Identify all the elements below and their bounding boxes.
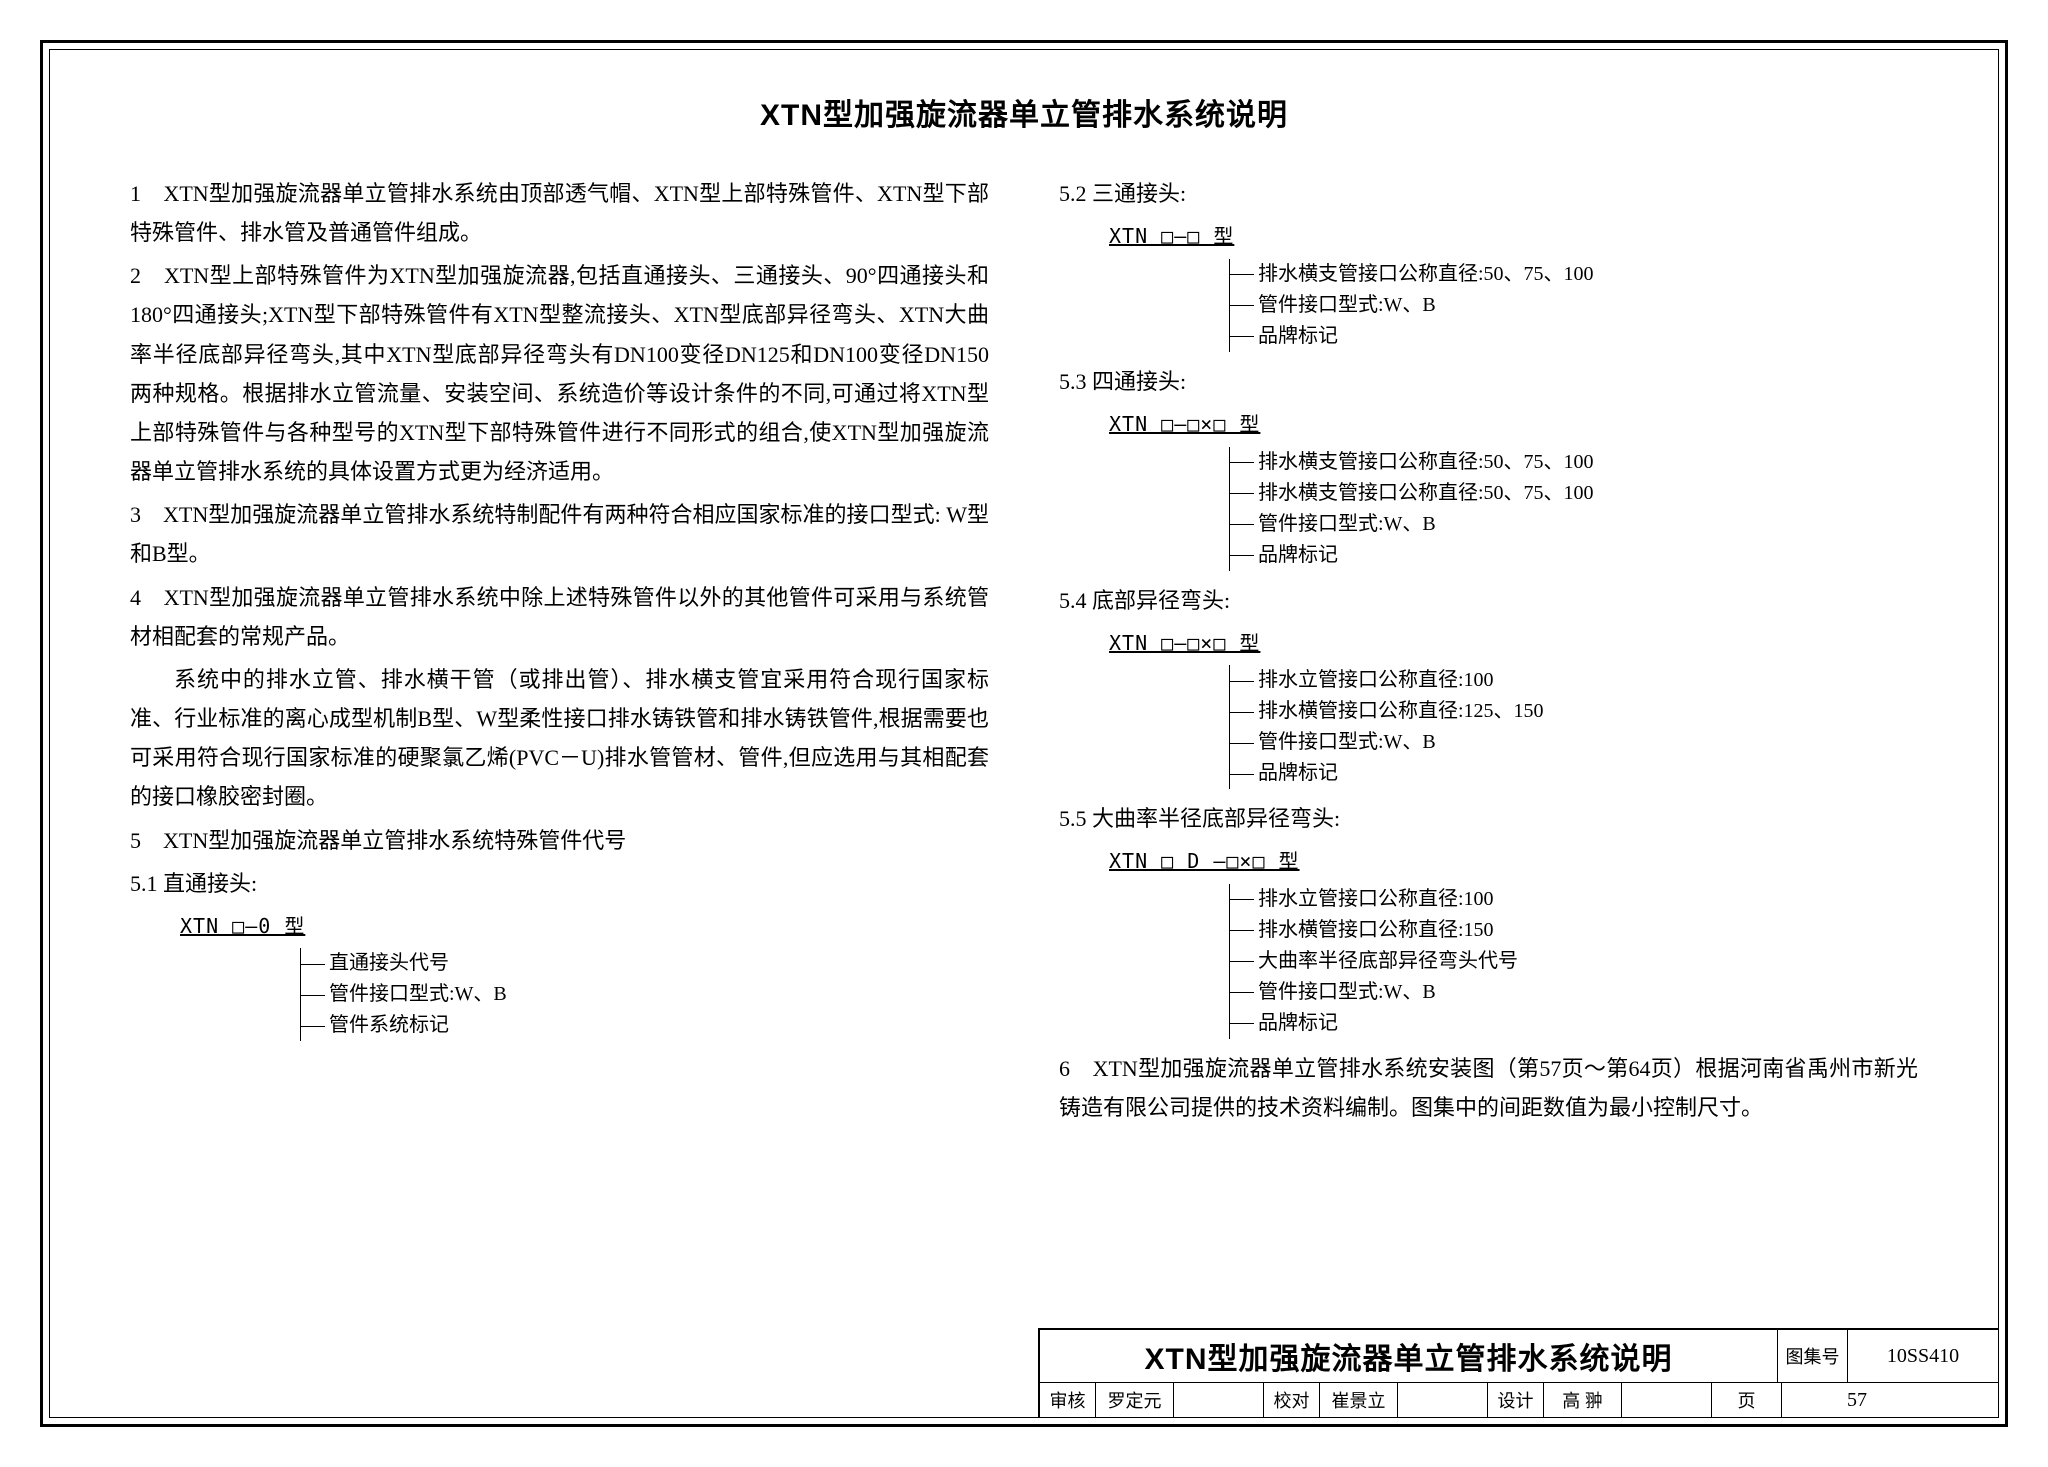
sec-5-1-label: 5.1 直通接头: bbox=[130, 864, 989, 903]
design-sig bbox=[1622, 1383, 1712, 1417]
code-line: XTN □—□×□ 型 bbox=[1109, 626, 1918, 662]
legend-item: 品牌标记 bbox=[1230, 1008, 1918, 1039]
left-column: 1 XTN型加强旋流器单立管排水系统由顶部透气帽、XTN型上部特殊管件、XTN型… bbox=[130, 174, 989, 1271]
para-1: 1 XTN型加强旋流器单立管排水系统由顶部透气帽、XTN型上部特殊管件、XTN型… bbox=[130, 174, 989, 252]
check-label: 校对 bbox=[1264, 1383, 1320, 1417]
code-diagram-5-5: XTN □ D —□×□ 型 排水立管接口公称直径:100 排水横管接口公称直径… bbox=[1109, 844, 1918, 1039]
legend-item: 管件系统标记 bbox=[301, 1010, 989, 1041]
drawing-title-block: XTN型加强旋流器单立管排水系统说明 图集号 10SS410 审核 罗定元 校对… bbox=[1038, 1328, 1998, 1417]
legend-item: 排水横支管接口公称直径:50、75、100 bbox=[1230, 447, 1918, 478]
code-diagram-5-1: XTN □—0 型 直通接头代号 管件接口型式:W、B 管件系统标记 bbox=[180, 909, 989, 1042]
para-3: 3 XTN型加强旋流器单立管排水系统特制配件有两种符合相应国家标准的接口型式: … bbox=[130, 495, 989, 573]
para-5: 系统中的排水立管、排水横干管（或排出管）、排水横支管宜采用符合现行国家标准、行业… bbox=[130, 660, 989, 817]
legend-item: 大曲率半径底部异径弯头代号 bbox=[1230, 946, 1918, 977]
para-2: 2 XTN型上部特殊管件为XTN型加强旋流器,包括直通接头、三通接头、90°四通… bbox=[130, 256, 989, 491]
legend-item: 品牌标记 bbox=[1230, 321, 1918, 352]
titleblock-row-1: XTN型加强旋流器单立管排水系统说明 图集号 10SS410 bbox=[1040, 1330, 1998, 1383]
review-name: 罗定元 bbox=[1096, 1383, 1174, 1417]
design-name: 高 翀 bbox=[1544, 1383, 1622, 1417]
inner-frame: XTN型加强旋流器单立管排水系统说明 1 XTN型加强旋流器单立管排水系统由顶部… bbox=[49, 49, 1999, 1418]
legend-item: 排水立管接口公称直径:100 bbox=[1230, 884, 1918, 915]
check-sig bbox=[1398, 1383, 1488, 1417]
right-column: 5.2 三通接头: XTN □—□ 型 排水横支管接口公称直径:50、75、10… bbox=[1059, 174, 1918, 1271]
page-title: XTN型加强旋流器单立管排水系统说明 bbox=[130, 90, 1918, 134]
sec-5-4-label: 5.4 底部异径弯头: bbox=[1059, 581, 1918, 620]
sec-5-5-label: 5.5 大曲率半径底部异径弯头: bbox=[1059, 799, 1918, 838]
code-line: XTN □ D —□×□ 型 bbox=[1109, 844, 1918, 880]
legend-item: 管件接口型式:W、B bbox=[1230, 290, 1918, 321]
check-name: 崔景立 bbox=[1320, 1383, 1398, 1417]
legend-item: 排水横管接口公称直径:150 bbox=[1230, 915, 1918, 946]
sec-5-2-label: 5.2 三通接头: bbox=[1059, 174, 1918, 213]
code-line: XTN □—□×□ 型 bbox=[1109, 407, 1918, 443]
legend-item: 管件接口型式:W、B bbox=[1230, 727, 1918, 758]
review-sig bbox=[1174, 1383, 1264, 1417]
code-diagram-5-3: XTN □—□×□ 型 排水横支管接口公称直径:50、75、100 排水横支管接… bbox=[1109, 407, 1918, 571]
legend: 排水横支管接口公称直径:50、75、100 管件接口型式:W、B 品牌标记 bbox=[1229, 259, 1918, 352]
legend-item: 管件接口型式:W、B bbox=[301, 979, 989, 1010]
para-r6: 6 XTN型加强旋流器单立管排水系统安装图（第57页～第64页）根据河南省禹州市… bbox=[1059, 1049, 1918, 1127]
page-label: 页 bbox=[1712, 1383, 1782, 1417]
code-diagram-5-2: XTN □—□ 型 排水横支管接口公称直径:50、75、100 管件接口型式:W… bbox=[1109, 219, 1918, 352]
code-line: XTN □—0 型 bbox=[180, 909, 989, 945]
legend-item: 排水横管接口公称直径:125、150 bbox=[1230, 696, 1918, 727]
outer-frame: XTN型加强旋流器单立管排水系统说明 1 XTN型加强旋流器单立管排水系统由顶部… bbox=[40, 40, 2008, 1427]
set-label: 图集号 bbox=[1778, 1330, 1848, 1382]
sec-5-3-label: 5.3 四通接头: bbox=[1059, 362, 1918, 401]
design-label: 设计 bbox=[1488, 1383, 1544, 1417]
legend-item: 排水横支管接口公称直径:50、75、100 bbox=[1230, 259, 1918, 290]
para-4: 4 XTN型加强旋流器单立管排水系统中除上述特殊管件以外的其他管件可采用与系统管… bbox=[130, 578, 989, 656]
legend-item: 排水立管接口公称直径:100 bbox=[1230, 665, 1918, 696]
para-6: 5 XTN型加强旋流器单立管排水系统特殊管件代号 bbox=[130, 821, 989, 860]
code-diagram-5-4: XTN □—□×□ 型 排水立管接口公称直径:100 排水横管接口公称直径:12… bbox=[1109, 626, 1918, 790]
legend: 排水立管接口公称直径:100 排水横管接口公称直径:125、150 管件接口型式… bbox=[1229, 665, 1918, 789]
legend-item: 直通接头代号 bbox=[301, 948, 989, 979]
legend-item: 管件接口型式:W、B bbox=[1230, 977, 1918, 1008]
body-columns: 1 XTN型加强旋流器单立管排水系统由顶部透气帽、XTN型上部特殊管件、XTN型… bbox=[130, 174, 1918, 1271]
set-number: 10SS410 bbox=[1848, 1330, 1998, 1382]
titleblock-row-2: 审核 罗定元 校对 崔景立 设计 高 翀 页 57 bbox=[1040, 1383, 1998, 1417]
legend-item: 品牌标记 bbox=[1230, 758, 1918, 789]
code-line: XTN □—□ 型 bbox=[1109, 219, 1918, 255]
drawing-name: XTN型加强旋流器单立管排水系统说明 bbox=[1040, 1330, 1778, 1382]
legend-item: 品牌标记 bbox=[1230, 540, 1918, 571]
review-label: 审核 bbox=[1040, 1383, 1096, 1417]
legend: 排水横支管接口公称直径:50、75、100 排水横支管接口公称直径:50、75、… bbox=[1229, 447, 1918, 571]
legend-item: 排水横支管接口公称直径:50、75、100 bbox=[1230, 478, 1918, 509]
legend: 直通接头代号 管件接口型式:W、B 管件系统标记 bbox=[300, 948, 989, 1041]
page-number: 57 bbox=[1782, 1383, 1932, 1417]
legend-item: 管件接口型式:W、B bbox=[1230, 509, 1918, 540]
legend: 排水立管接口公称直径:100 排水横管接口公称直径:150 大曲率半径底部异径弯… bbox=[1229, 884, 1918, 1039]
